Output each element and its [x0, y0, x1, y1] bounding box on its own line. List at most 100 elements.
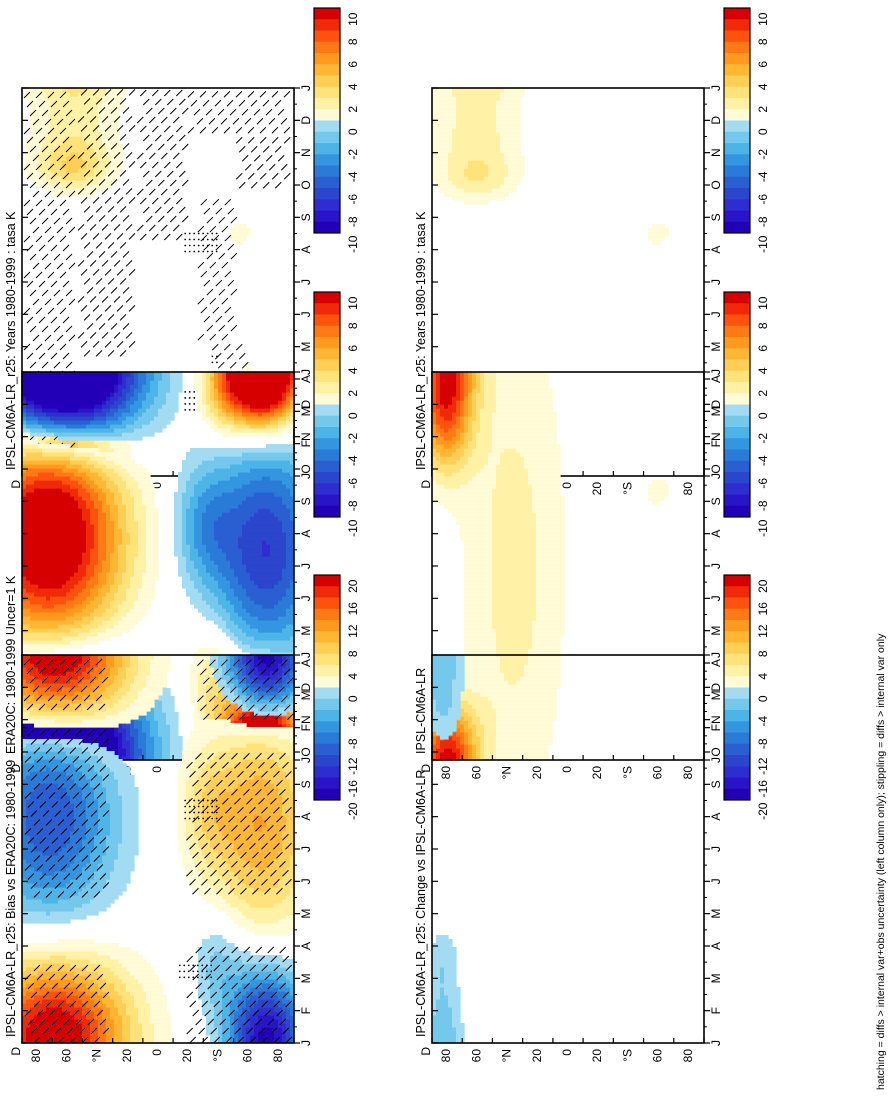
- hatch-mark: [247, 126, 255, 134]
- hatch-mark: [23, 235, 31, 243]
- hatch-mark: [35, 343, 43, 351]
- heat-cell: [86, 552, 91, 557]
- heat-cell: [86, 488, 91, 493]
- heat-cell: [90, 528, 95, 533]
- heat-cell: [90, 576, 95, 581]
- hatch-mark: [125, 296, 133, 303]
- hatch-mark: [107, 134, 115, 141]
- heat-cell: [94, 732, 99, 737]
- heat-cell: [436, 108, 441, 113]
- heat-cell: [58, 432, 63, 437]
- heat-cell: [46, 396, 51, 401]
- hatch-mark: [203, 315, 211, 323]
- hatch-mark: [221, 333, 229, 341]
- heat-cell: [62, 132, 67, 137]
- heat-cell: [464, 116, 469, 121]
- heat-cell: [488, 140, 493, 145]
- heat-cell: [106, 488, 111, 493]
- hatch-mark: [41, 109, 49, 117]
- heat-cell: [70, 464, 75, 469]
- heat-cell: [484, 172, 489, 177]
- heat-cell: [30, 636, 35, 641]
- heat-cell: [50, 432, 55, 437]
- heat-cell: [86, 580, 91, 585]
- heat-cell: [70, 504, 75, 509]
- heat-cell: [86, 592, 91, 597]
- hatch-mark: [62, 100, 70, 108]
- heat-cell: [492, 156, 497, 161]
- hatch-mark: [35, 163, 43, 171]
- heat-cell: [90, 152, 95, 157]
- heat-cell: [38, 144, 43, 149]
- heat-cell: [82, 588, 87, 593]
- heat-cell: [62, 624, 67, 629]
- hatch-mark: [139, 89, 147, 97]
- heat-cell: [476, 124, 481, 129]
- hatch-mark: [35, 307, 43, 315]
- heat-cell: [30, 132, 35, 137]
- heat-cell: [46, 412, 51, 417]
- heat-cell: [512, 112, 517, 117]
- heat-cell: [74, 408, 79, 413]
- heat-cell: [74, 464, 79, 469]
- heat-cell: [102, 528, 107, 533]
- heat-cell: [38, 500, 43, 505]
- hatch-mark: [95, 242, 103, 249]
- heat-cell: [78, 88, 83, 93]
- hatch-mark: [148, 224, 156, 232]
- heat-cell: [62, 488, 67, 493]
- heat-cell: [34, 392, 39, 397]
- heat-cell: [74, 604, 79, 609]
- heat-cell: [452, 132, 457, 137]
- heat-cell: [500, 104, 505, 109]
- heat-cell: [82, 184, 87, 189]
- heat-cell: [492, 96, 497, 101]
- heat-cell: [26, 524, 31, 529]
- heat-cell: [648, 236, 653, 241]
- heat-cell: [78, 568, 83, 573]
- heat-cell: [98, 88, 103, 93]
- heat-cell: [94, 456, 99, 461]
- heat-cell: [126, 448, 131, 453]
- heat-cell: [94, 548, 99, 553]
- heat-cell: [496, 168, 501, 173]
- time-tick-label: M: [299, 342, 313, 352]
- heat-cell: [46, 384, 51, 389]
- hatch-mark: [86, 179, 94, 186]
- heat-cell: [74, 168, 79, 173]
- heat-cell: [34, 100, 39, 105]
- time-tick-label: J: [299, 473, 313, 479]
- heat-cell: [74, 736, 79, 741]
- heat-cell: [66, 384, 71, 389]
- hatch-mark: [50, 280, 58, 288]
- heat-cell: [476, 100, 481, 105]
- heat-cell: [480, 124, 485, 129]
- heat-cell: [30, 404, 35, 409]
- heat-cell: [520, 172, 525, 177]
- heat-cell: [66, 736, 71, 741]
- heat-cell: [452, 92, 457, 97]
- hatch-mark: [262, 99, 270, 107]
- heat-cell: [74, 636, 79, 641]
- heat-cell: [102, 440, 107, 445]
- heat-cell: [46, 644, 51, 649]
- heat-cell: [34, 640, 39, 645]
- heat-cell: [54, 600, 59, 605]
- heat-cell: [78, 560, 83, 565]
- heat-cell: [50, 436, 55, 441]
- heat-cell: [58, 96, 63, 101]
- heat-cell: [114, 164, 119, 169]
- heat-cell: [30, 724, 35, 729]
- heat-cell: [492, 184, 497, 189]
- hatch-mark: [169, 215, 177, 223]
- hatch-mark: [142, 98, 150, 106]
- heat-cell: [492, 144, 497, 149]
- heat-cell: [234, 236, 239, 241]
- stipple-dot: [193, 244, 196, 247]
- heat-cell: [30, 492, 35, 497]
- heat-cell: [42, 440, 47, 445]
- heat-cell: [82, 404, 87, 409]
- heat-cell: [70, 560, 75, 565]
- colorbar-swatch: [724, 41, 750, 54]
